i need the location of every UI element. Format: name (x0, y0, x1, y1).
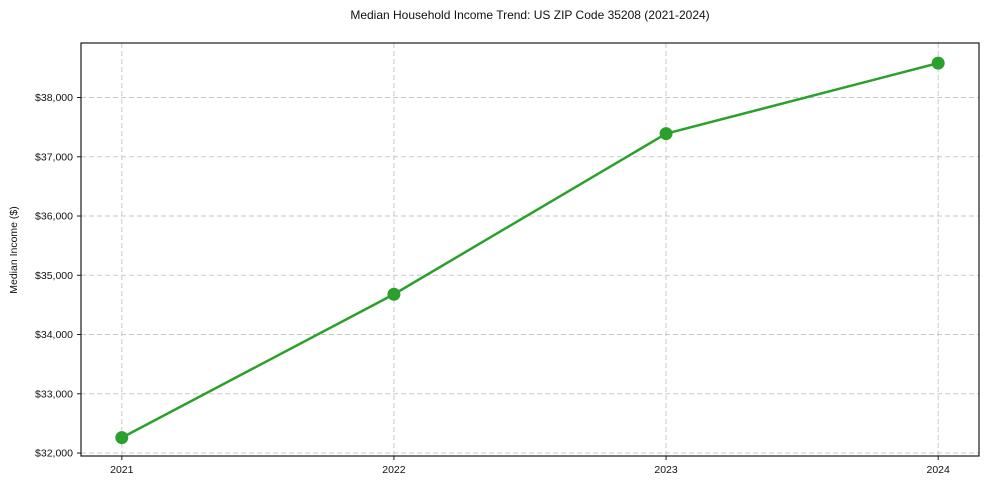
y-tick-label: $32,000 (35, 448, 73, 460)
data-point (931, 56, 945, 70)
x-tick-label: 2024 (927, 464, 951, 476)
data-point (659, 127, 673, 141)
x-tick-label: 2022 (382, 464, 406, 476)
gridlines (81, 43, 979, 456)
y-tick-label: $33,000 (35, 388, 73, 400)
data-line (120, 61, 940, 439)
data-point (115, 431, 129, 445)
data-markers (115, 56, 945, 445)
y-tick-label: $34,000 (35, 329, 73, 341)
data-point (387, 287, 401, 301)
x-tick-label: 2021 (110, 464, 134, 476)
tick-marks (77, 97, 939, 460)
y-tick-label: $38,000 (35, 92, 73, 104)
plot-border (80, 42, 980, 457)
x-tick-labels: 2021 2022 2023 2024 (110, 464, 950, 476)
y-tick-label: $36,000 (35, 211, 73, 223)
y-tick-label: $35,000 (35, 270, 73, 282)
chart-title: Median Household Income Trend: US ZIP Co… (350, 8, 710, 22)
x-tick-label: 2023 (654, 464, 678, 476)
y-tick-label: $37,000 (35, 151, 73, 163)
y-tick-labels: $32,000 $33,000 $34,000 $35,000 $36,000 $37,0… (35, 92, 73, 460)
